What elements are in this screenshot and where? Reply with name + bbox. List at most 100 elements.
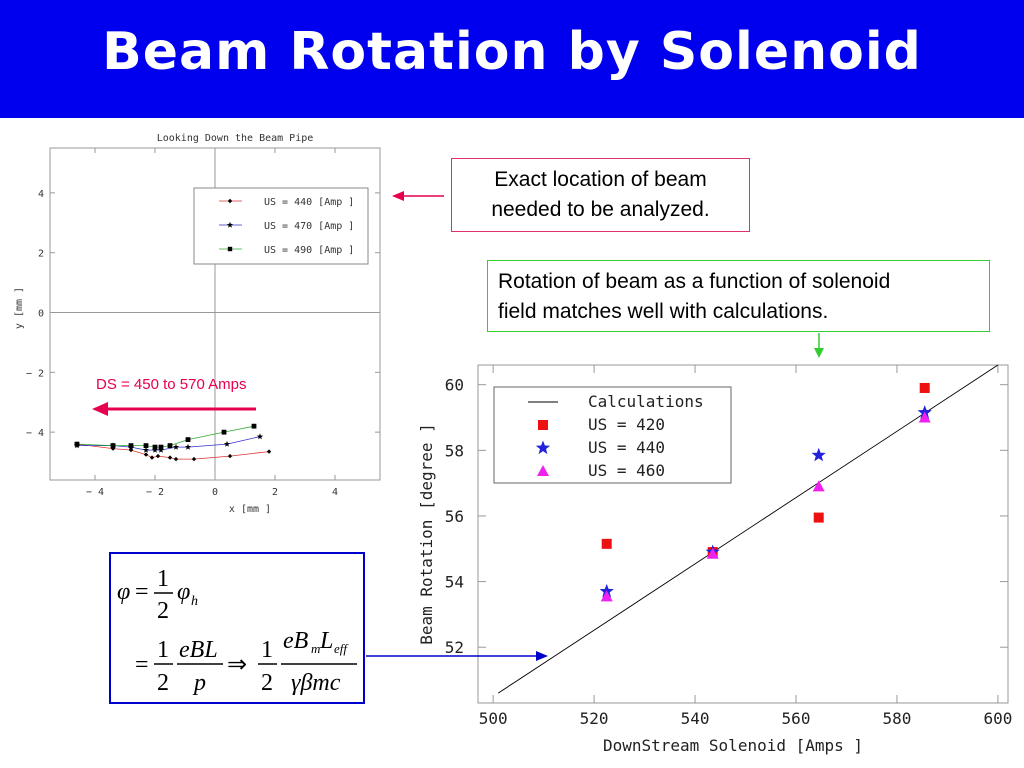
left-series-point-2 [110, 443, 116, 449]
formula-eb-sub: m [311, 641, 320, 656]
right-series-point-0 [601, 538, 612, 549]
left-chart-title: Looking Down the Beam Pipe [157, 133, 314, 144]
right-legend-box [493, 386, 732, 484]
right-chart-frame [477, 364, 1009, 704]
left-series-point-2 [152, 444, 158, 450]
arrow-red-head [392, 191, 404, 201]
right-xtick-label: 500 [479, 709, 508, 728]
right-series-point-2 [812, 480, 825, 492]
left-legend-marker-1 [226, 221, 234, 228]
right-xtick-label: 540 [681, 709, 710, 728]
right-ytick-label: 58 [445, 441, 464, 460]
right-xtick-label: 600 [983, 709, 1012, 728]
left-legend-label-1: US = 470 [Amp ] [264, 221, 354, 232]
formula-eb: eB [283, 628, 309, 654]
right-legend-marker-1 [535, 440, 551, 455]
right-xtick-label: 560 [782, 709, 811, 728]
left-series-line-1 [77, 436, 261, 451]
formula-two-c: 2 [261, 670, 273, 696]
left-series-point-2 [74, 441, 80, 447]
left-legend-label-2: US = 490 [Amp ] [264, 245, 354, 256]
callout-rotation-line2: field matches well with calculations. [498, 300, 829, 323]
right-legend-calc-label: Calculations [588, 392, 704, 411]
left-series-point-1 [172, 443, 180, 450]
right-ytick-label: 52 [445, 638, 464, 657]
title-bar [0, 0, 1024, 118]
left-series-point-0 [266, 449, 272, 454]
right-series-point-0 [813, 512, 824, 523]
left-series-point-0 [128, 447, 134, 453]
left-series-point-0 [167, 455, 173, 460]
right-xtick-label: 580 [882, 709, 911, 728]
formula-phi-sub: h [191, 594, 198, 609]
right-ytick-label: 60 [445, 376, 464, 395]
left-series-point-1 [184, 443, 192, 450]
right-legend-label-1: US = 440 [588, 438, 665, 457]
right-series-point-0 [919, 382, 930, 393]
formula-implies: ⇒ [227, 652, 247, 678]
left-series-point-2 [251, 423, 257, 429]
left-ytick-label: 2 [38, 249, 44, 260]
right-xtick-label: 520 [580, 709, 609, 728]
formula: φ = 1 2 φ h = 1 2 eBL p ⇒ 1 2 eB m L eff… [117, 566, 357, 696]
left-series-point-1 [256, 433, 264, 440]
callout-rotation-line1: Rotation of beam as a function of soleno… [498, 270, 891, 293]
right-series-point-2 [918, 411, 931, 423]
left-series-point-2 [143, 443, 149, 449]
right-ylabel: Beam Rotation [degree ] [417, 423, 436, 645]
left-series-point-2 [221, 429, 227, 435]
formula-ebl: eBL [179, 637, 218, 663]
callout-location: Exact location of beam needed to be anal… [451, 158, 750, 232]
right-series-point-2 [600, 590, 613, 602]
left-series-point-1 [223, 440, 231, 447]
left-series-point-0 [143, 452, 149, 457]
arrow-ds-head [92, 402, 108, 416]
formula-phi: φ [117, 579, 130, 605]
callout-location-line1: Exact location of beam [494, 168, 707, 191]
right-legend-marker-2 [537, 465, 549, 476]
left-legend-marker-2 [227, 246, 233, 252]
left-legend-label-0: US = 440 [Amp ] [264, 197, 354, 208]
right-calculations-line [497, 364, 999, 694]
formula-p: p [192, 670, 206, 696]
left-xtick-label: 2 [272, 487, 278, 498]
right-legend-label-0: US = 420 [588, 415, 665, 434]
left-series-line-0 [76, 443, 270, 460]
arrow-green-head [814, 348, 824, 358]
left-series-point-0 [191, 456, 197, 462]
formula-eq1: = [135, 579, 149, 605]
right-ytick-label: 56 [445, 507, 464, 526]
left-ytick-label: − 2 [26, 368, 44, 379]
left-series-line-2 [76, 425, 255, 448]
formula-gbmc: γβmc [291, 670, 341, 696]
right-series-point-2 [706, 547, 719, 559]
left-series-point-1 [151, 446, 159, 453]
formula-two-b: 2 [157, 670, 169, 696]
left-series-point-2 [158, 444, 164, 450]
left-series-point-0 [227, 453, 233, 459]
formula-one-a: 1 [157, 566, 169, 592]
left-xtick-label: − 2 [146, 487, 164, 498]
right-xlabel: DownStream Solenoid [Amps ] [603, 736, 863, 755]
slide-title: Beam Rotation by Solenoid [102, 22, 922, 82]
left-ytick-label: 0 [38, 309, 44, 320]
formula-l-sub: eff [334, 641, 349, 656]
formula-box: φ = 1 2 φ h = 1 2 eBL p ⇒ 1 2 eB m L eff… [109, 552, 365, 704]
formula-phi-h: φ [177, 579, 190, 605]
formula-one-b: 1 [157, 637, 169, 663]
left-ylabel: y [mm ] [14, 287, 25, 329]
formula-eq2: = [135, 652, 149, 678]
left-series-point-1 [157, 446, 165, 453]
left-series-point-0 [173, 456, 179, 462]
left-series-point-0 [155, 453, 161, 459]
right-series-point-1 [811, 447, 826, 462]
callout-location-line2: needed to be analyzed. [491, 198, 710, 221]
ds-label: DS = 450 to 570 Amps [96, 376, 247, 393]
left-series-point-2 [185, 437, 191, 443]
left-series-point-2 [167, 443, 173, 449]
left-xlabel: x [mm ] [229, 504, 271, 515]
left-legend-marker-0 [227, 198, 233, 204]
callout-rotation: Rotation of beam as a function of soleno… [487, 260, 990, 332]
formula-one-c: 1 [261, 637, 273, 663]
